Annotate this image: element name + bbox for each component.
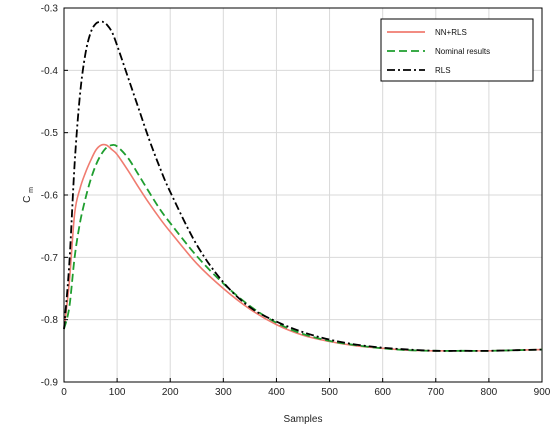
series-line-1 bbox=[63, 143, 543, 352]
y-axis-label-main: C bbox=[22, 196, 33, 203]
y-tick-label: -0.5 bbox=[41, 128, 59, 139]
y-tick-label: -0.4 bbox=[41, 66, 59, 77]
legend-label-1: Nominal results bbox=[435, 47, 490, 56]
x-tick-label: 900 bbox=[534, 387, 550, 398]
legend-label-0: NN+RLS bbox=[435, 28, 467, 37]
x-tick-label: 100 bbox=[109, 387, 126, 398]
series-line-2 bbox=[63, 20, 543, 352]
y-axis-ticks: -0.9 -0.8 -0.7 -0.6 -0.5 -0.4 -0.3 bbox=[41, 4, 68, 389]
x-tick-label: 300 bbox=[215, 387, 232, 398]
y-axis-label-subscript: m bbox=[28, 187, 35, 193]
x-tick-label: 400 bbox=[268, 387, 285, 398]
x-axis-ticks: 0 100 200 300 400 500 600 700 800 900 bbox=[61, 378, 550, 398]
y-tick-label: -0.7 bbox=[41, 253, 59, 264]
y-tick-label: -0.3 bbox=[41, 4, 59, 15]
y-tick-label: -0.6 bbox=[41, 191, 59, 202]
x-tick-label: 200 bbox=[162, 387, 179, 398]
x-tick-label: 800 bbox=[481, 387, 498, 398]
legend: NN+RLS Nominal results RLS bbox=[380, 18, 534, 82]
y-tick-label: -0.8 bbox=[41, 315, 59, 326]
x-axis-label: Samples bbox=[284, 414, 323, 425]
x-tick-label: 0 bbox=[61, 387, 67, 398]
x-tick-label: 600 bbox=[374, 387, 391, 398]
y-axis-label: C m bbox=[22, 187, 35, 203]
legend-label-2: RLS bbox=[435, 66, 451, 75]
y-tick-label: -0.9 bbox=[41, 378, 59, 389]
series-layer bbox=[63, 20, 543, 352]
x-tick-label: 500 bbox=[321, 387, 338, 398]
x-tick-label: 700 bbox=[427, 387, 444, 398]
